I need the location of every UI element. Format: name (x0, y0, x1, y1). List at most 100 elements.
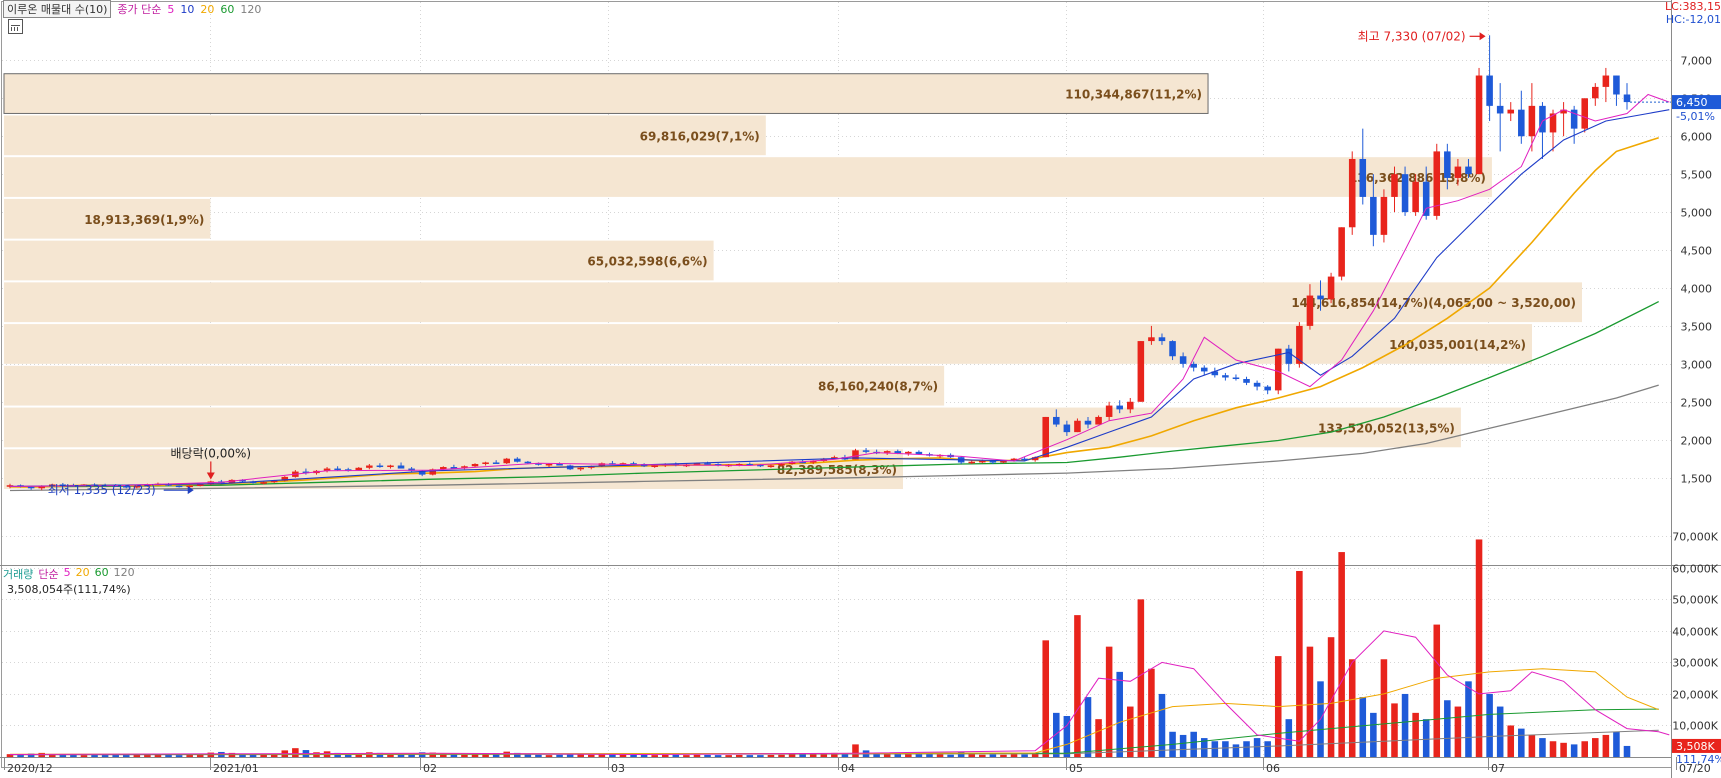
volume-bar (630, 754, 637, 757)
volume-bar (186, 754, 193, 757)
candle-body (302, 471, 310, 474)
volume-bar (1253, 738, 1261, 757)
volume-bar (640, 754, 648, 757)
volume-bar (820, 753, 828, 757)
volume-bar (144, 753, 151, 757)
volume-profile-label: 86,160,240(8,7%) (818, 380, 938, 394)
candle-body (778, 463, 785, 466)
price-tick-label: 2,500 (1681, 397, 1713, 410)
date-label: 2021/01 (213, 762, 259, 775)
candle-body (746, 463, 754, 466)
volume-bar (609, 754, 616, 757)
candle-body (323, 468, 331, 471)
candle-body (1433, 151, 1441, 216)
candle-body (577, 467, 584, 470)
ma-period-5: 5 (167, 2, 175, 16)
candle-body (355, 467, 363, 471)
candle-body (1253, 382, 1261, 387)
candle-body (387, 465, 394, 468)
candle-body (514, 458, 521, 462)
candle-body (1338, 227, 1345, 277)
volume-bar (1465, 681, 1472, 757)
candle-body (492, 462, 500, 464)
date-label: 05 (1069, 762, 1083, 775)
candle-body (1327, 276, 1335, 300)
volume-bar (989, 754, 997, 757)
volume-bar (672, 754, 680, 757)
volume-profile-label: 144,616,854(14,7%)(4,065,00 ~ 3,520,00) (1291, 296, 1576, 310)
volume-bar (1042, 640, 1050, 757)
candle-body (915, 451, 923, 455)
volume-profile-label: 18,913,369(1,9%) (84, 213, 204, 227)
candle-body (270, 480, 278, 483)
ma-period-10: 10 (180, 2, 195, 16)
volume-bar (651, 755, 658, 757)
volume-tick-label: 70,000K (1672, 531, 1718, 544)
volume-bar (725, 755, 732, 757)
candle-body (186, 485, 193, 488)
candle-body (366, 465, 373, 468)
volume-profile-bar (3, 73, 1209, 114)
volume-bar (683, 755, 690, 757)
price-tick-label: 5,500 (1681, 169, 1713, 182)
volume-bar (1602, 734, 1610, 757)
volume-bar (1200, 738, 1208, 757)
volume-profile-bar (4, 365, 945, 406)
candle-body (1444, 151, 1451, 178)
volume-bar (661, 754, 669, 757)
volume-bar (270, 754, 278, 757)
candle-body (1179, 356, 1187, 364)
volume-bar (1539, 738, 1546, 757)
volume-bar (1486, 693, 1493, 757)
volume-bar (91, 754, 98, 757)
candle-body (1137, 341, 1145, 402)
volume-bar (735, 754, 743, 757)
candle-body (1190, 363, 1197, 368)
volume-legend: 거래량 단순 5 20 60 120 (3, 566, 135, 582)
candle-body (440, 467, 447, 470)
vol-ma20-line (9, 668, 1659, 755)
calculator-icon[interactable] (8, 19, 23, 34)
candle-body (48, 484, 56, 486)
vol-ma5-line (9, 630, 1670, 756)
candle-body (418, 470, 426, 475)
volume-bar (397, 753, 405, 757)
volume-bar (133, 754, 141, 757)
candle-body (1306, 295, 1314, 326)
volume-bar (1084, 697, 1092, 757)
volume-profile-label: 82,389,585(8,3%) (777, 463, 897, 477)
volume-bar (6, 754, 14, 757)
current-price-box (1672, 95, 1721, 110)
ma-period-60: 60 (220, 2, 235, 16)
volume-bar (587, 754, 595, 757)
volume-bar (112, 754, 119, 757)
volume-bar (979, 754, 986, 757)
candle-body (545, 463, 553, 466)
low-annotation: 최저 1,335 (12/23) (48, 483, 156, 497)
volume-bar (1549, 741, 1557, 757)
volume-bar (714, 755, 722, 757)
volume-bar (1528, 734, 1536, 757)
candle-body (1042, 416, 1050, 458)
volume-bar (1010, 754, 1018, 757)
volume-title: 거래량 (3, 568, 34, 581)
candle-body (1549, 113, 1557, 133)
volume-bar (1623, 745, 1631, 757)
volume-profile-label: 140,035,001(14,2%) (1389, 338, 1526, 352)
volume-bar (704, 754, 711, 757)
candle-body (651, 465, 658, 468)
candle-body (1095, 416, 1102, 425)
candle-body (1560, 109, 1567, 114)
volume-bar (482, 753, 489, 757)
candle-body (1074, 420, 1081, 433)
candle-body (1031, 457, 1039, 461)
volume-bar (1401, 693, 1409, 757)
candle-body (1000, 460, 1007, 463)
volume-profile-bar (4, 407, 1461, 448)
candle-body (968, 461, 976, 464)
candle-body (1475, 75, 1483, 175)
candle-body (1570, 109, 1578, 129)
volume-bar (165, 754, 172, 757)
indicator-label[interactable]: 이루온 매물대 수(10) (3, 0, 112, 18)
price-tick-label: 7,000 (1681, 55, 1713, 68)
